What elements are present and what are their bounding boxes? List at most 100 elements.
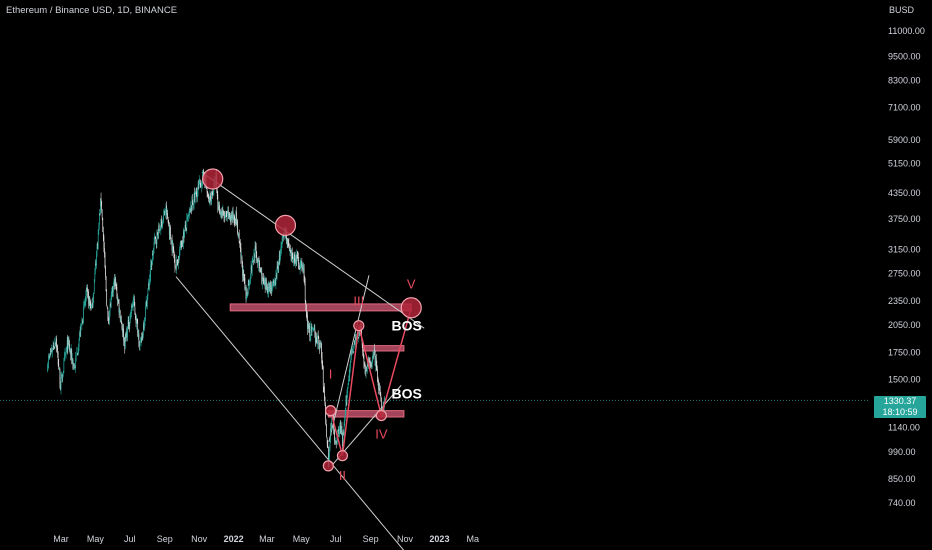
candle-body — [230, 214, 232, 220]
candle-body — [126, 332, 127, 337]
price-tick-label: 3150.00 — [888, 245, 921, 255]
candle — [110, 291, 112, 309]
pivot-circle — [202, 168, 224, 190]
candle — [234, 218, 236, 226]
candle — [201, 180, 202, 193]
candle — [110, 302, 111, 308]
candle — [289, 243, 290, 252]
price-axis[interactable]: 11000.00 9500.00 8300.00 7100.00 5900.00 5150… — [888, 26, 925, 508]
candle — [363, 353, 365, 369]
candle — [231, 210, 233, 225]
candle — [113, 281, 114, 297]
candle-body — [155, 238, 157, 242]
candle — [121, 321, 123, 331]
candle — [338, 426, 339, 438]
candle — [84, 296, 86, 308]
candle-body — [242, 269, 244, 277]
candle — [294, 258, 296, 264]
candle — [111, 287, 113, 300]
price-tick-label: 4350.00 — [888, 188, 921, 198]
pivot-circle — [336, 450, 349, 462]
candle — [150, 259, 152, 271]
candle-body — [182, 240, 184, 244]
candle — [183, 229, 185, 243]
candle — [300, 260, 302, 268]
candle — [83, 301, 84, 324]
candle-body — [201, 183, 203, 186]
candle — [179, 246, 180, 261]
candle — [185, 227, 187, 232]
candle — [67, 336, 69, 350]
candle-body — [256, 258, 258, 262]
candle-body — [281, 241, 283, 243]
candle-body — [371, 363, 373, 365]
candle — [91, 302, 93, 309]
candle-body — [241, 257, 242, 259]
candle — [239, 240, 241, 248]
candle-body — [249, 280, 251, 284]
candle — [227, 206, 228, 222]
candle-body — [359, 329, 360, 336]
candle-body — [112, 287, 114, 293]
candle-body — [233, 217, 235, 220]
candle-body — [109, 303, 111, 312]
candle — [154, 232, 155, 246]
candle-body — [90, 304, 92, 309]
price-tick-label: 8300.00 — [888, 75, 921, 85]
time-tick-label: 2023 — [429, 534, 449, 544]
candle-body — [236, 211, 237, 225]
candle-body — [145, 306, 146, 317]
candle — [362, 349, 364, 359]
candle-body — [228, 212, 230, 219]
candle-body — [218, 206, 219, 211]
candle-body — [150, 264, 152, 276]
candle-body — [94, 271, 96, 279]
candle — [366, 366, 368, 372]
candle — [313, 327, 315, 331]
candle-body — [258, 258, 260, 261]
time-axis[interactable]: Mar May Jul Sep Nov 2022 Mar May Jul Sep Nov 2023 Ma — [53, 534, 479, 544]
candle — [64, 351, 65, 361]
candle — [260, 268, 262, 275]
candle — [373, 351, 374, 360]
candle-body — [222, 210, 224, 216]
candle — [208, 194, 210, 203]
candle-body — [309, 336, 311, 337]
candle-body — [255, 245, 257, 253]
candle-body — [243, 275, 245, 278]
candle-body — [80, 323, 82, 336]
candle — [243, 273, 245, 284]
candle-body — [268, 283, 270, 289]
candle — [78, 337, 80, 352]
candle — [82, 320, 84, 326]
candle — [308, 320, 309, 333]
candle-body — [49, 352, 51, 355]
price-tick-label: 11000.00 — [888, 26, 925, 36]
candle-body — [329, 440, 331, 449]
candle-body — [347, 387, 348, 394]
candle — [378, 383, 380, 391]
candle-body — [117, 300, 119, 301]
candle-body — [318, 345, 320, 350]
price-tick-label: 9500.00 — [888, 52, 921, 62]
price-tick-label: 1140.00 — [888, 422, 920, 432]
candle — [74, 364, 76, 369]
candle — [355, 333, 356, 348]
candle — [136, 318, 138, 324]
candle-body — [116, 286, 118, 298]
trendline-upper-channel — [201, 172, 425, 329]
candle — [305, 303, 307, 318]
candle — [157, 229, 159, 240]
candle — [314, 324, 316, 338]
candle — [311, 323, 312, 336]
candle — [348, 375, 349, 385]
candle-body — [326, 424, 327, 438]
candle-body — [149, 279, 150, 286]
candle-body — [362, 352, 364, 355]
candle-body — [199, 179, 201, 184]
candle-body — [379, 390, 381, 394]
candle — [164, 210, 166, 216]
candle-body — [295, 255, 297, 264]
candle — [208, 196, 210, 204]
